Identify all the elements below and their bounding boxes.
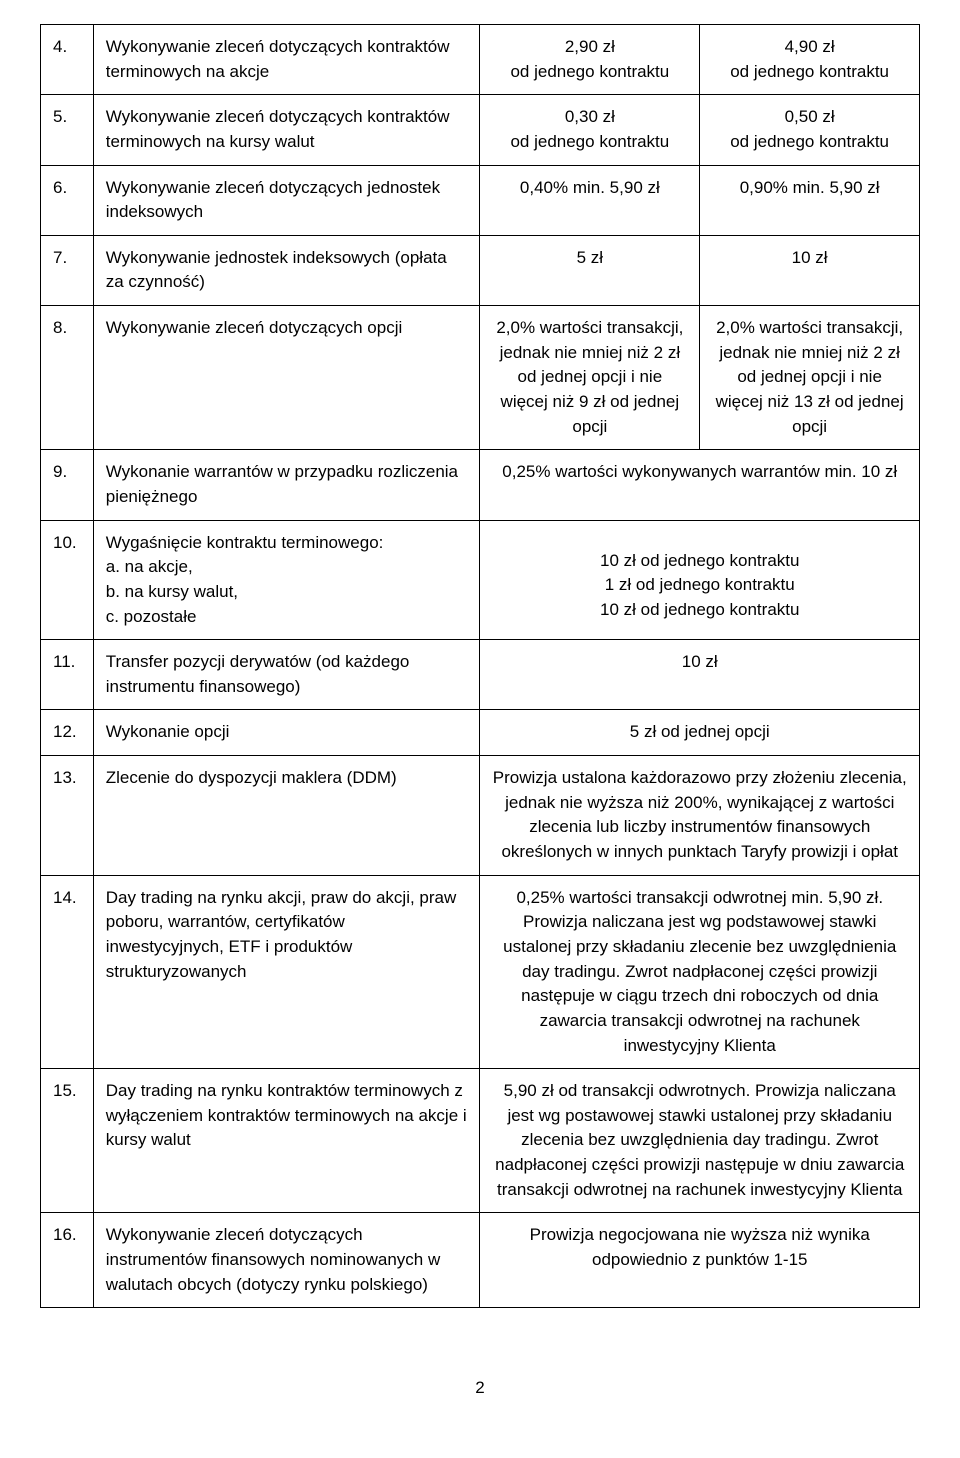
table-row: 11. Transfer pozycji derywatów (od każde… (41, 640, 920, 710)
table-row: 12. Wykonanie opcji 5 zł od jednej opcji (41, 710, 920, 756)
table-row: 10. Wygaśnięcie kontraktu terminowego: a… (41, 520, 920, 640)
page-number: 2 (40, 1378, 920, 1398)
row-num: 9. (41, 450, 94, 520)
row-num: 11. (41, 640, 94, 710)
row-desc: Wykonywanie zleceń dotyczących kontraktó… (93, 25, 480, 95)
table-row: 16. Wykonywanie zleceń dotyczących instr… (41, 1213, 920, 1308)
row-value-merged: 10 zł (480, 640, 920, 710)
row-value-2: 10 zł (700, 235, 920, 305)
table-row: 13. Zlecenie do dyspozycji maklera (DDM)… (41, 756, 920, 876)
row-value-1: 2,90 zł od jednego kontraktu (480, 25, 700, 95)
row-value-1: 5 zł (480, 235, 700, 305)
row-num: 7. (41, 235, 94, 305)
row-desc: Day trading na rynku kontraktów terminow… (93, 1069, 480, 1213)
row-value-2: 2,0% wartości transakcji, jednak nie mni… (700, 306, 920, 450)
row-num: 15. (41, 1069, 94, 1213)
row-desc: Wykonywanie jednostek indeksowych (opłat… (93, 235, 480, 305)
row-value-merged: Prowizja negocjowana nie wyższa niż wyni… (480, 1213, 920, 1308)
row-num: 14. (41, 875, 94, 1068)
row-num: 4. (41, 25, 94, 95)
row-value-merged: 5,90 zł od transakcji odwrotnych. Prowiz… (480, 1069, 920, 1213)
row-value-1: 2,0% wartości transakcji, jednak nie mni… (480, 306, 700, 450)
row-num: 10. (41, 520, 94, 640)
row-value-2: 4,90 zł od jednego kontraktu (700, 25, 920, 95)
row-value-1: 0,40% min. 5,90 zł (480, 165, 700, 235)
row-value-merged: 0,25% wartości wykonywanych warrantów mi… (480, 450, 920, 520)
table-row: 9. Wykonanie warrantów w przypadku rozli… (41, 450, 920, 520)
row-desc: Zlecenie do dyspozycji maklera (DDM) (93, 756, 480, 876)
row-num: 12. (41, 710, 94, 756)
row-num: 6. (41, 165, 94, 235)
table-row: 5. Wykonywanie zleceń dotyczących kontra… (41, 95, 920, 165)
row-value-2: 0,50 zł od jednego kontraktu (700, 95, 920, 165)
table-row: 15. Day trading na rynku kontraktów term… (41, 1069, 920, 1213)
row-desc: Wykonywanie zleceń dotyczących opcji (93, 306, 480, 450)
row-desc: Wygaśnięcie kontraktu terminowego: a. na… (93, 520, 480, 640)
table-row: 14. Day trading na rynku akcji, praw do … (41, 875, 920, 1068)
row-desc: Wykonanie warrantów w przypadku rozlicze… (93, 450, 480, 520)
row-desc: Wykonanie opcji (93, 710, 480, 756)
row-value-merged: 5 zł od jednej opcji (480, 710, 920, 756)
table-row: 7. Wykonywanie jednostek indeksowych (op… (41, 235, 920, 305)
row-desc: Wykonywanie zleceń dotyczących kontraktó… (93, 95, 480, 165)
table-row: 6. Wykonywanie zleceń dotyczących jednos… (41, 165, 920, 235)
row-num: 13. (41, 756, 94, 876)
row-value-merged: 0,25% wartości transakcji odwrotnej min.… (480, 875, 920, 1068)
row-value-merged: Prowizja ustalona każdorazowo przy złoże… (480, 756, 920, 876)
row-desc: Day trading na rynku akcji, praw do akcj… (93, 875, 480, 1068)
fee-table: 4. Wykonywanie zleceń dotyczących kontra… (40, 24, 920, 1308)
row-num: 5. (41, 95, 94, 165)
row-value-merged: 10 zł od jednego kontraktu 1 zł od jedne… (480, 520, 920, 640)
row-num: 16. (41, 1213, 94, 1308)
row-desc: Transfer pozycji derywatów (od każdego i… (93, 640, 480, 710)
row-num: 8. (41, 306, 94, 450)
table-row: 8. Wykonywanie zleceń dotyczących opcji … (41, 306, 920, 450)
row-desc: Wykonywanie zleceń dotyczących instrumen… (93, 1213, 480, 1308)
row-value-1: 0,30 zł od jednego kontraktu (480, 95, 700, 165)
table-row: 4. Wykonywanie zleceń dotyczących kontra… (41, 25, 920, 95)
row-desc: Wykonywanie zleceń dotyczących jednostek… (93, 165, 480, 235)
row-value-2: 0,90% min. 5,90 zł (700, 165, 920, 235)
